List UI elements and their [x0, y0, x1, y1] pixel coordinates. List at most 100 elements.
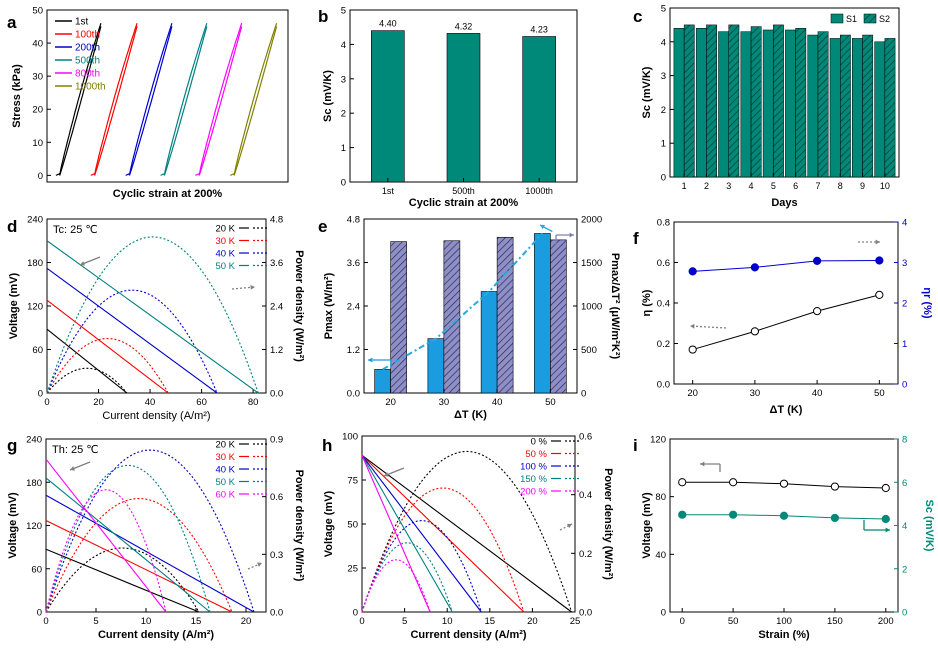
- y-tick-label: 0: [661, 608, 666, 619]
- x-tick-label: 40: [812, 388, 823, 399]
- bar-value-label: 4.32: [455, 21, 473, 31]
- y-tick-label: 1: [341, 143, 346, 154]
- y-tick-label: 80: [655, 492, 666, 503]
- y2-tick-label: 0.9: [270, 435, 283, 446]
- iv-line-100 %: [361, 455, 482, 613]
- y-tick-label: 1: [661, 139, 666, 150]
- legend-label: S2: [879, 14, 890, 24]
- bar: [371, 30, 405, 183]
- y2-tick-label: 2000: [581, 215, 602, 226]
- bar-S2: [773, 24, 784, 178]
- legend-label: 50 K: [215, 477, 235, 488]
- data-point: [881, 514, 890, 524]
- series-line-200th-unload: [128, 26, 173, 176]
- bar-value-label: 4.40: [379, 19, 397, 29]
- legend-label: 200 %: [520, 487, 547, 498]
- y-tick-label: 0: [38, 389, 43, 400]
- y2-tick-label: 4: [902, 521, 907, 532]
- bar-value-label: 4.23: [530, 24, 548, 34]
- data-point: [750, 327, 759, 336]
- iv-line-200 %: [361, 455, 431, 613]
- bar-S1: [740, 31, 752, 178]
- y2-tick-label: 2.4: [270, 302, 283, 313]
- x-tick-label: 20: [385, 397, 396, 408]
- y-axis-title: Pmax (W/m²): [323, 272, 335, 339]
- legend-swatch: [830, 13, 844, 24]
- x-tick-label: 1st: [382, 186, 395, 196]
- x-tick-label: 0: [359, 616, 364, 627]
- y2-tick-label: 0: [902, 608, 907, 619]
- series-line-1000th-unload: [233, 26, 278, 176]
- y-tick-label: 4: [341, 40, 346, 51]
- iv-line-60 K: [45, 458, 167, 613]
- x-tick-label: 150: [827, 616, 843, 627]
- data-point: [881, 483, 890, 493]
- bar-pmax: [534, 233, 551, 394]
- x-axis-title: Current density (A/m²): [102, 410, 210, 422]
- y-axis-title: Stress (kPa): [11, 64, 23, 128]
- data-point: [678, 510, 687, 519]
- bar-S2: [840, 34, 851, 178]
- panel-letter: a: [7, 13, 17, 32]
- legend-label: 50 K: [215, 261, 235, 272]
- y2-tick-label: 3: [902, 258, 907, 269]
- bar-pmax-per-dt2: [496, 236, 514, 394]
- bar-S2: [683, 24, 695, 178]
- arrow-head: [540, 224, 545, 230]
- bar-S1: [807, 34, 819, 178]
- bar-pmax-per-dt2: [443, 240, 461, 394]
- y2-tick-label: 500: [581, 345, 597, 356]
- series-line-1st: [59, 23, 102, 176]
- x-tick-label: 5: [402, 616, 407, 627]
- legend-label: 30 K: [215, 452, 235, 463]
- series-line-100th-unload: [94, 26, 138, 176]
- x-axis-title: Cyclic strain at 200%: [409, 197, 519, 209]
- iv-line-50 %: [361, 454, 525, 613]
- y-tick-label: 4.8: [347, 215, 360, 226]
- legend-label: 20 K: [215, 440, 235, 451]
- y-tick-label: 40: [655, 550, 666, 561]
- series-start: [55, 173, 60, 176]
- x-tick-label: 40: [492, 397, 503, 408]
- y-tick-label: 3: [661, 71, 666, 82]
- iv-line-150 %: [361, 455, 453, 613]
- data-point: [813, 307, 822, 316]
- x-tick-label: 20: [93, 397, 104, 408]
- x-axis-title: Strain (%): [758, 629, 810, 641]
- data-point: [830, 482, 839, 491]
- legend-label: 1st: [75, 17, 89, 28]
- series-line-800th: [198, 23, 243, 176]
- y2-tick-label: 8: [902, 435, 907, 446]
- y2-tick-label: 6: [902, 478, 907, 489]
- bar-S1: [852, 38, 863, 178]
- y-tick-label: 2: [661, 105, 666, 116]
- y-tick-label: 2: [341, 109, 346, 120]
- arrow-head: [250, 284, 255, 290]
- bar-S1: [829, 38, 841, 178]
- y-axis-title: Sc (mV/K): [641, 66, 653, 118]
- y-tick-label: 3: [341, 74, 346, 85]
- power-curve-40 K: [45, 449, 255, 613]
- x-tick-label: 0: [680, 616, 685, 627]
- bar: [522, 36, 556, 183]
- iv-line-50 K: [45, 477, 211, 613]
- y-tick-label: 120: [26, 521, 42, 532]
- x-tick-label: 5: [93, 616, 98, 627]
- y2-axis-title: Sc (mV/K): [923, 500, 935, 552]
- x-tick-label: 0: [43, 616, 48, 627]
- x-axis-title: ΔT (K): [454, 409, 487, 421]
- annotation: Th: 25 ℃: [52, 444, 99, 456]
- y-tick-label: 30: [32, 72, 43, 83]
- series-line-500th: [163, 23, 208, 176]
- data-point: [729, 510, 738, 519]
- arrow-head: [567, 523, 572, 529]
- panel-letter: c: [633, 7, 642, 26]
- power-curve-50 K: [45, 464, 211, 613]
- y-tick-label: 2.4: [347, 302, 360, 313]
- panel-letter: h: [322, 436, 332, 455]
- legend-label: 40 K: [215, 249, 235, 260]
- legend-label: 200th: [75, 43, 100, 54]
- x-tick-label: 40: [145, 397, 156, 408]
- legend-label: 30 K: [215, 236, 235, 247]
- data-point: [875, 256, 884, 265]
